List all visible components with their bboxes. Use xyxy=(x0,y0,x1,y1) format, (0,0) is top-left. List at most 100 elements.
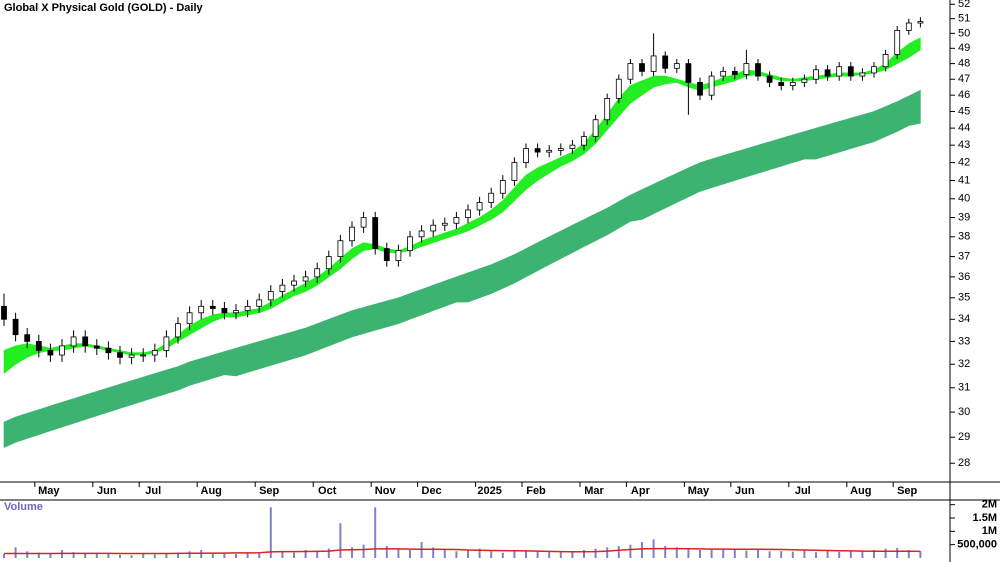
long-band-segment xyxy=(369,302,382,333)
candle-body xyxy=(407,236,413,251)
candle-body xyxy=(267,291,274,301)
volume-bar xyxy=(559,552,562,558)
candle-body xyxy=(140,354,147,357)
candle-body xyxy=(441,222,448,226)
volume-bar xyxy=(699,550,701,558)
long-band-segment xyxy=(102,385,115,415)
candle-body xyxy=(639,63,645,72)
long-band-segment xyxy=(809,126,823,160)
long-band-segment xyxy=(403,291,417,322)
volume-bar xyxy=(49,553,52,558)
y-tick-label: 40 xyxy=(958,193,970,205)
volume-bar xyxy=(211,552,214,558)
long-band-segment xyxy=(670,170,683,206)
candle-body xyxy=(523,148,529,164)
candle-body xyxy=(604,97,611,121)
volume-bar xyxy=(606,547,609,558)
long-band-segment xyxy=(624,191,637,226)
x-tick-label: Aug xyxy=(850,485,871,497)
long-band-segment xyxy=(276,332,289,365)
long-band-segment xyxy=(3,419,11,448)
candle-body xyxy=(685,63,692,83)
long-band-segment xyxy=(415,286,428,318)
volume-bar xyxy=(757,550,759,558)
long-band-segment xyxy=(577,216,591,251)
candle-body xyxy=(569,144,576,150)
volume-bar xyxy=(165,553,168,558)
x-tick-label: Mar xyxy=(584,485,604,497)
candle-body xyxy=(198,305,205,314)
long-band-segment xyxy=(566,221,579,257)
candle-body xyxy=(244,305,251,312)
candle-body xyxy=(859,72,866,77)
volume-bar xyxy=(223,553,226,558)
long-band-segment xyxy=(264,335,277,368)
candle-body xyxy=(673,63,680,69)
y-tick-label: 52 xyxy=(958,0,970,10)
volume-bar xyxy=(594,548,597,558)
y-tick-label: 28 xyxy=(958,457,970,469)
volume-bar xyxy=(409,550,411,558)
candle-body xyxy=(47,350,54,356)
candle-body xyxy=(871,66,877,74)
long-band-segment xyxy=(554,227,567,263)
volume-bar xyxy=(26,551,29,558)
volume-bar xyxy=(72,552,75,558)
candle-body xyxy=(847,66,854,77)
volume-bar xyxy=(327,548,330,558)
volume-bar xyxy=(838,551,841,558)
candle-body xyxy=(314,268,321,278)
volume-bar xyxy=(420,542,423,558)
long-band-segment xyxy=(253,339,266,372)
long-band-segment xyxy=(902,92,915,130)
long-band-segment xyxy=(519,245,533,281)
volume-bar xyxy=(84,554,87,558)
volume-bar xyxy=(455,551,458,558)
long-band-segment xyxy=(728,149,741,183)
long-band-segment xyxy=(241,342,254,375)
y-tick-label: 50 xyxy=(958,27,970,39)
candle-body xyxy=(453,217,460,224)
candle-body xyxy=(801,78,808,83)
long-band-segment xyxy=(113,381,127,411)
candle-body xyxy=(221,308,228,314)
candle-body xyxy=(82,336,89,347)
long-band-segment xyxy=(183,359,196,389)
x-tick-label: Aug xyxy=(201,485,222,497)
long-band-segment xyxy=(891,98,904,135)
volume-y-tick-label: 1M xyxy=(982,525,997,537)
volume-ma-line xyxy=(4,547,921,555)
volume-bar xyxy=(629,544,632,558)
volume-bar xyxy=(687,548,690,558)
y-tick-label: 38 xyxy=(958,231,970,243)
candle-body xyxy=(291,280,297,286)
long-band-segment xyxy=(125,378,138,407)
candle-body xyxy=(360,217,367,228)
volume-y-tick-label: 1.5M xyxy=(973,512,997,524)
volume-y-tick-label: 2M xyxy=(982,499,997,511)
long-band-segment xyxy=(345,308,359,340)
candle-body xyxy=(302,276,309,282)
long-band-segment xyxy=(821,122,834,158)
x-tick-label: May xyxy=(688,485,710,497)
long-band-segment xyxy=(833,119,846,155)
candle-body xyxy=(743,63,750,75)
long-band-segment xyxy=(287,329,301,361)
candle-body xyxy=(93,345,100,349)
candle-body xyxy=(778,81,785,86)
x-tick-label: Sep xyxy=(897,485,917,497)
long-band-segment xyxy=(171,363,185,393)
candle-body xyxy=(325,256,332,270)
candle-body xyxy=(627,63,634,80)
y-tick-label: 31 xyxy=(958,382,970,394)
candle-body xyxy=(59,345,65,356)
candle-body xyxy=(24,334,31,342)
candle-body xyxy=(534,148,541,153)
volume-bar xyxy=(803,550,806,558)
candle-body xyxy=(511,162,518,181)
volume-bar xyxy=(246,553,249,558)
x-tick-label: Jul xyxy=(795,485,811,497)
volume-bar xyxy=(478,548,481,558)
volume-bar xyxy=(3,554,5,558)
candle-body xyxy=(755,63,761,77)
